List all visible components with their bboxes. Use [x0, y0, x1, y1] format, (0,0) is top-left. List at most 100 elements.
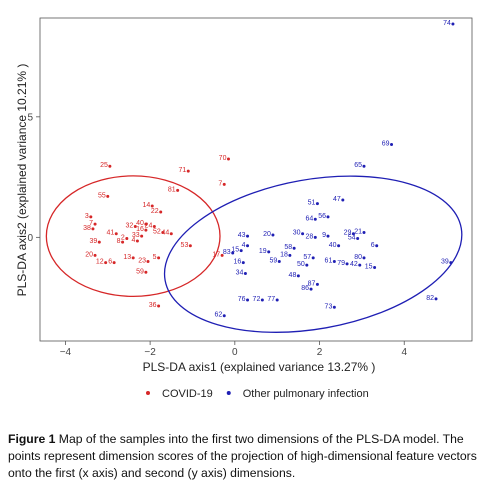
point-label-series-2: 76	[238, 296, 246, 303]
point-label-series-2: 28	[305, 233, 313, 240]
point-label-series-2: 16	[233, 259, 241, 266]
data-point-series-1	[121, 240, 125, 244]
point-label-series-1: 5	[153, 254, 157, 261]
point-label-series-2: 15	[231, 247, 239, 254]
data-point-series-1	[144, 228, 148, 232]
x-axis-title: PLS-DA axis1 (explained variance 13.27% …	[143, 360, 376, 374]
data-point-series-1	[222, 182, 226, 186]
x-tick-label: 4	[401, 347, 407, 358]
point-label-series-2: 69	[382, 141, 390, 148]
data-point-series-1	[144, 270, 148, 274]
point-label-series-1: 38	[83, 225, 91, 232]
data-point-series-1	[161, 231, 165, 235]
point-label-series-2: 43	[238, 232, 246, 239]
data-point-series-2	[315, 202, 319, 206]
data-point-series-2	[246, 244, 250, 248]
point-label-series-2: 50	[297, 261, 305, 268]
data-point-series-1	[97, 240, 101, 244]
point-label-series-1: 55	[98, 192, 106, 199]
data-point-series-1	[157, 256, 161, 260]
data-point-series-1	[89, 215, 93, 219]
data-point-series-2	[246, 234, 250, 238]
data-point-series-2	[260, 298, 264, 302]
point-label-series-1: 14	[142, 202, 150, 209]
point-label-series-2: 65	[354, 162, 362, 169]
data-point-series-1	[93, 222, 97, 226]
legend-marker-series-2	[226, 391, 231, 395]
point-label-series-2: 29	[344, 230, 352, 237]
data-point-series-1	[108, 164, 112, 168]
point-label-series-1: 44	[161, 230, 169, 237]
point-label-series-2: 79	[337, 260, 345, 267]
legend: COVID-19 Other pulmonary infection	[146, 388, 369, 400]
point-label-series-2: 54	[348, 235, 356, 242]
data-point-series-1	[93, 253, 97, 257]
point-label-series-2: 18	[280, 251, 288, 258]
point-label-series-1: 13	[123, 254, 131, 261]
point-label-series-2: 82	[426, 295, 434, 302]
point-label-series-2: 20	[263, 231, 271, 238]
point-label-series-2: 86	[301, 285, 309, 292]
confidence-ellipses	[45, 175, 463, 333]
data-point-series-1	[104, 261, 108, 265]
data-point-series-1	[125, 237, 129, 241]
point-label-series-2: 42	[350, 261, 358, 268]
point-label-series-2: 80	[354, 254, 362, 261]
point-label-series-2: 15	[365, 263, 373, 270]
point-label-series-2: 77	[267, 296, 275, 303]
point-label-series-2: 51	[308, 200, 316, 207]
data-point-series-2	[326, 234, 330, 238]
data-point-series-2	[313, 235, 317, 239]
point-label-series-1: 3	[85, 213, 89, 220]
data-point-series-2	[356, 237, 360, 241]
data-point-series-2	[362, 256, 366, 260]
data-point-series-2	[241, 261, 245, 265]
data-point-series-2	[311, 256, 315, 260]
point-label-series-1: 25	[100, 162, 108, 169]
point-label-series-2: 40	[329, 242, 337, 249]
data-point-series-2	[271, 233, 275, 237]
ellipse-series-2	[163, 175, 463, 333]
point-label-series-1: 40	[136, 220, 144, 227]
point-label-series-1: 81	[168, 186, 176, 193]
point-label-series-2: 83	[223, 249, 231, 256]
point-label-series-2: 56	[318, 213, 326, 220]
point-label-series-2: 4	[242, 242, 246, 249]
data-point-series-1	[220, 253, 224, 257]
data-point-series-2	[434, 297, 438, 301]
point-label-series-1: 23	[138, 257, 146, 264]
data-point-series-2	[277, 259, 281, 263]
point-label-series-1: 12	[96, 259, 104, 266]
point-label-series-1: 16	[136, 226, 144, 233]
point-label-series-1: 2	[121, 235, 125, 242]
point-label-series-2: 62	[214, 312, 222, 319]
data-point-series-1	[159, 210, 163, 214]
data-point-series-1	[169, 232, 173, 236]
point-label-series-2: 73	[325, 303, 333, 310]
data-point-series-2	[296, 274, 300, 278]
point-label-series-2: 47	[333, 196, 341, 203]
data-point-series-2	[305, 263, 309, 267]
data-point-series-1	[186, 169, 190, 173]
data-point-series-1	[152, 225, 156, 229]
point-label-series-1: 53	[181, 242, 189, 249]
point-label-series-1: 33	[132, 232, 140, 239]
data-point-series-2	[351, 232, 355, 236]
legend-marker-series-1	[146, 391, 150, 395]
data-point-series-2	[345, 262, 349, 266]
point-label-series-2: 39	[441, 259, 449, 266]
y-tick-label: 0	[27, 233, 33, 244]
data-point-series-2	[358, 263, 362, 267]
data-point-series-2	[243, 272, 247, 276]
data-point-series-2	[309, 287, 313, 291]
data-point-series-1	[131, 256, 135, 260]
point-label-series-1: 6	[108, 259, 112, 266]
data-point-series-1	[226, 157, 230, 161]
point-label-series-1: 52	[153, 229, 161, 236]
data-point-series-2	[239, 249, 243, 253]
data-point-series-2	[449, 261, 453, 265]
data-point-series-1	[176, 188, 180, 192]
data-point-series-2	[288, 253, 292, 257]
point-label-series-2: 48	[289, 272, 297, 279]
